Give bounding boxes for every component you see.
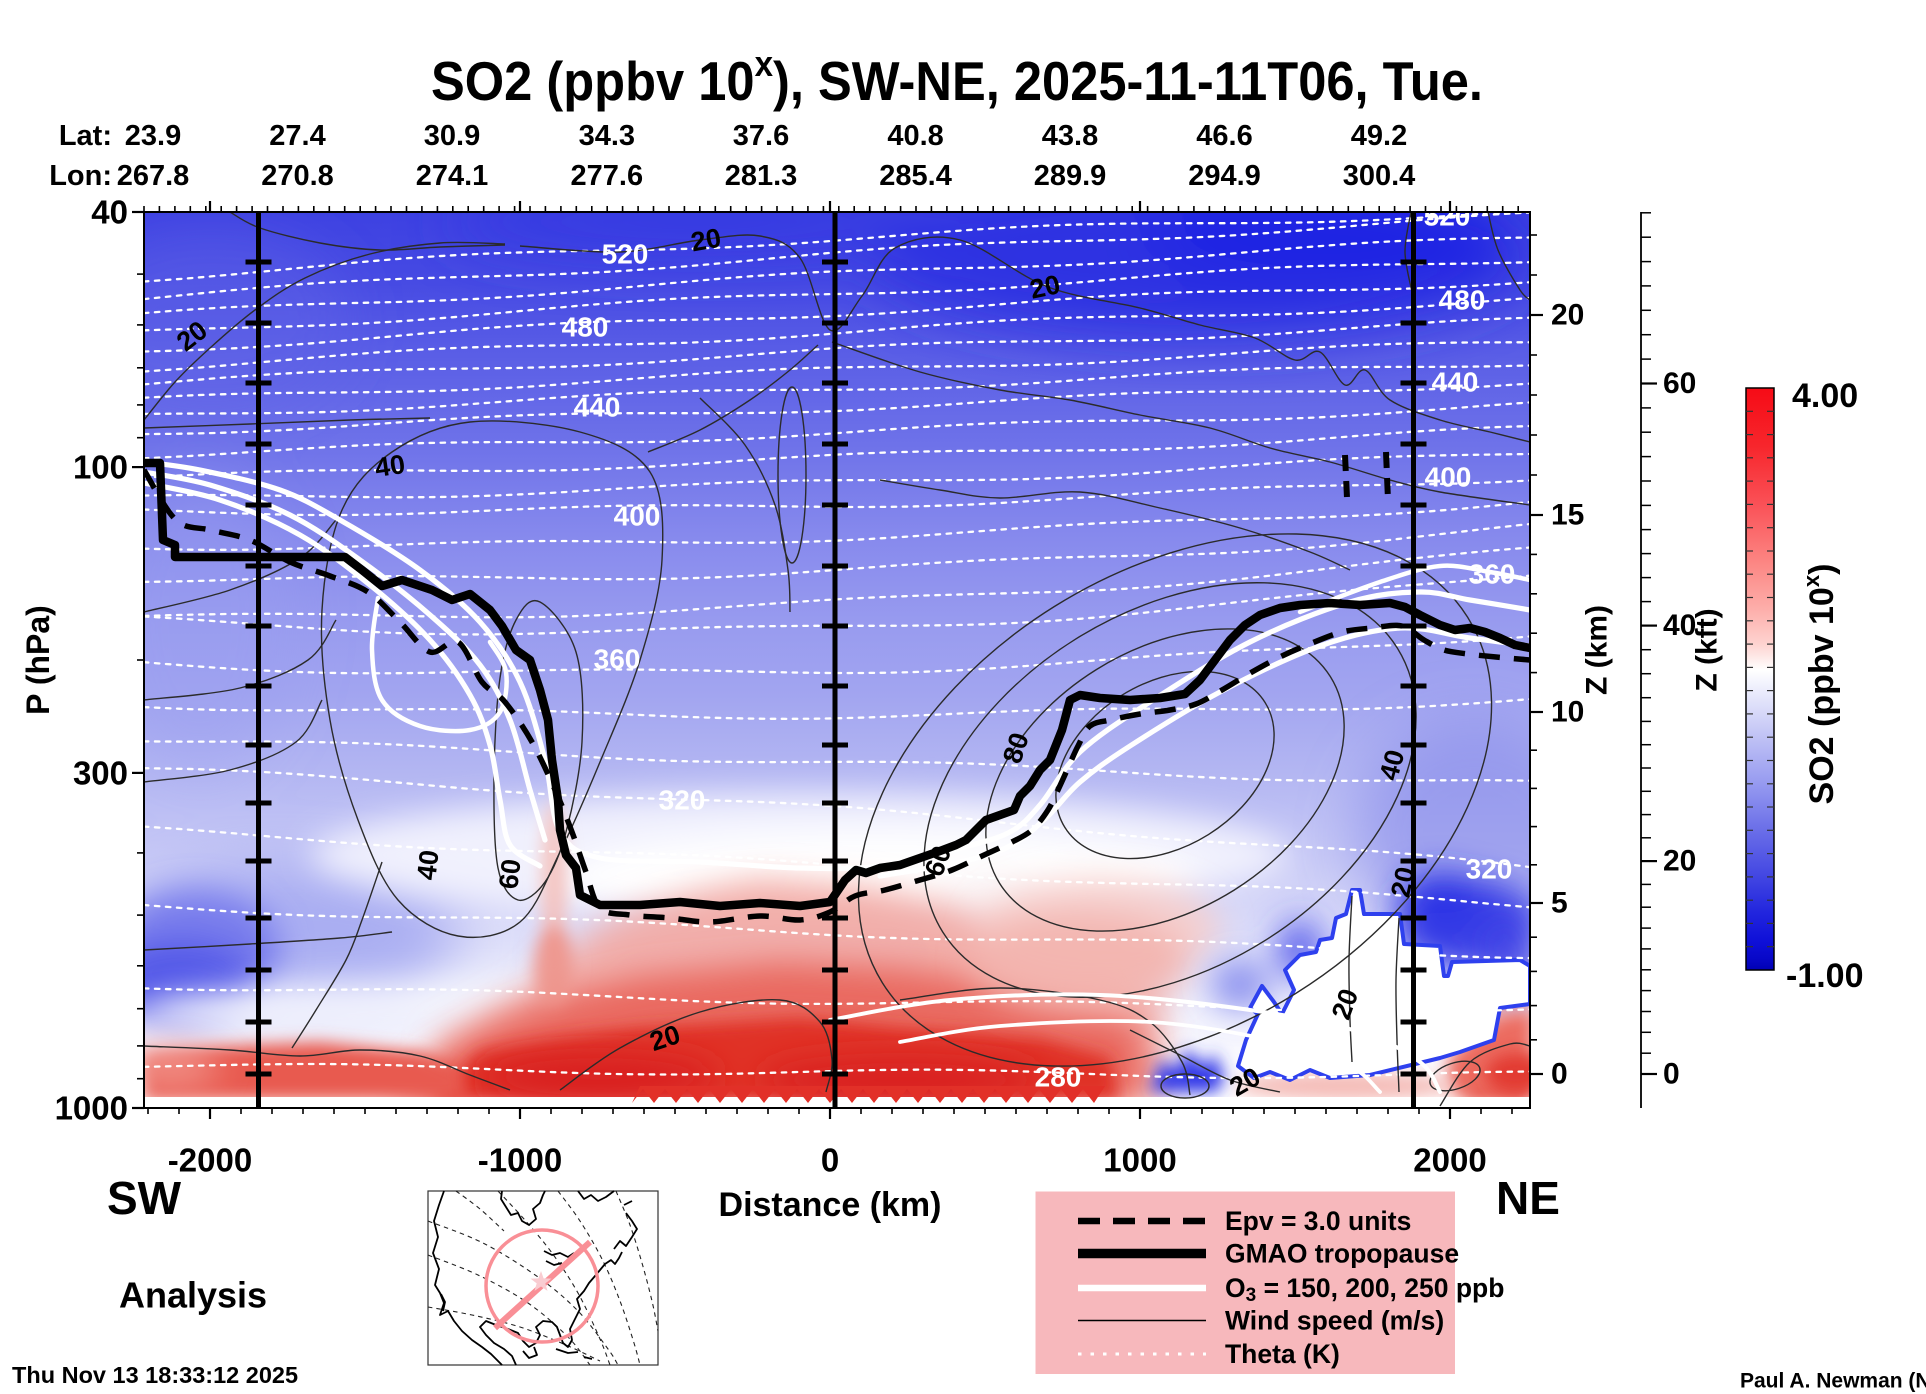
svg-text:0: 0 [1551,1058,1568,1091]
svg-text:Wind speed (m/s): Wind speed (m/s) [1225,1306,1444,1336]
svg-text:267.8: 267.8 [117,160,190,192]
svg-text:SO2 (ppbv 10x), SW-NE, 2025-11: SO2 (ppbv 10x), SW-NE, 2025-11-11T06, Tu… [431,43,1483,113]
svg-text:P (hPa): P (hPa) [20,605,56,715]
svg-text:46.6: 46.6 [1196,120,1252,152]
svg-text:40: 40 [411,848,444,881]
svg-text:10: 10 [1551,696,1584,729]
svg-text:SO2 (ppbv 10x): SO2 (ppbv 10x) [1799,564,1842,805]
svg-text:15: 15 [1551,499,1584,532]
svg-text:27.4: 27.4 [269,120,325,152]
svg-text:40.8: 40.8 [887,120,943,152]
svg-text:440: 440 [1432,367,1479,398]
svg-text:Analysis: Analysis [119,1275,267,1316]
svg-text:Paul A. Newman (NASA: Paul A. Newman (NASA [1740,1370,1926,1393]
svg-text:2000: 2000 [1413,1142,1486,1179]
svg-text:Lon:: Lon: [49,160,112,192]
svg-text:480: 480 [562,312,609,343]
svg-text:40: 40 [373,449,407,483]
svg-text:-2000: -2000 [168,1142,252,1179]
svg-text:520: 520 [602,239,649,270]
svg-text:Distance (km): Distance (km) [719,1186,942,1224]
svg-text:520: 520 [1424,201,1471,232]
svg-text:274.1: 274.1 [416,160,489,192]
svg-text:SW: SW [107,1172,182,1224]
svg-text:1000: 1000 [55,1090,128,1127]
svg-text:20: 20 [1027,269,1063,305]
svg-text:270.8: 270.8 [261,160,334,192]
svg-text:NE: NE [1496,1172,1560,1224]
svg-text:40: 40 [1663,609,1696,642]
svg-text:0: 0 [1663,1058,1680,1091]
svg-text:-1.00: -1.00 [1786,957,1864,995]
svg-text:37.6: 37.6 [733,120,789,152]
svg-text:40: 40 [91,194,128,231]
svg-text:360: 360 [1469,559,1516,590]
svg-text:281.3: 281.3 [725,160,798,192]
svg-text:4.00: 4.00 [1792,377,1858,415]
svg-text:-1000: -1000 [478,1142,562,1179]
svg-text:60: 60 [493,857,526,890]
svg-text:Z (kft): Z (kft) [1691,608,1724,691]
svg-text:360: 360 [594,644,641,675]
svg-text:Thu Nov 13 18:33:12 2025: Thu Nov 13 18:33:12 2025 [12,1362,298,1388]
svg-text:20: 20 [689,223,724,258]
svg-text:289.9: 289.9 [1034,160,1107,192]
svg-text:320: 320 [1466,854,1513,885]
svg-text:GMAO tropopause: GMAO tropopause [1225,1239,1459,1269]
svg-text:1000: 1000 [1103,1142,1176,1179]
svg-text:Z (km): Z (km) [1581,605,1614,695]
svg-text:O3 = 150, 200, 250 ppb: O3 = 150, 200, 250 ppb [1225,1273,1504,1306]
svg-text:23.9: 23.9 [125,120,181,152]
svg-text:300: 300 [73,754,128,791]
svg-text:280: 280 [1035,1062,1082,1093]
svg-text:400: 400 [614,501,661,532]
svg-text:480: 480 [1439,285,1486,316]
svg-text:20: 20 [1551,299,1584,332]
svg-text:34.3: 34.3 [579,120,635,152]
svg-text:49.2: 49.2 [1351,120,1407,152]
svg-text:5: 5 [1551,887,1568,920]
svg-text:Lat:: Lat: [59,120,112,152]
svg-text:30.9: 30.9 [424,120,480,152]
svg-text:277.6: 277.6 [571,160,644,192]
svg-text:294.9: 294.9 [1188,160,1261,192]
svg-text:400: 400 [1425,462,1472,493]
svg-text:43.8: 43.8 [1042,120,1098,152]
svg-text:Theta (K): Theta (K) [1225,1339,1340,1369]
svg-text:285.4: 285.4 [879,160,952,192]
svg-text:20: 20 [1663,845,1696,878]
svg-text:60: 60 [1663,367,1696,400]
svg-text:0: 0 [821,1142,839,1179]
svg-text:440: 440 [574,392,621,423]
svg-text:300.4: 300.4 [1343,160,1416,192]
svg-text:Epv = 3.0 units: Epv = 3.0 units [1225,1206,1411,1236]
svg-text:100: 100 [73,449,128,486]
svg-text:320: 320 [659,785,706,816]
